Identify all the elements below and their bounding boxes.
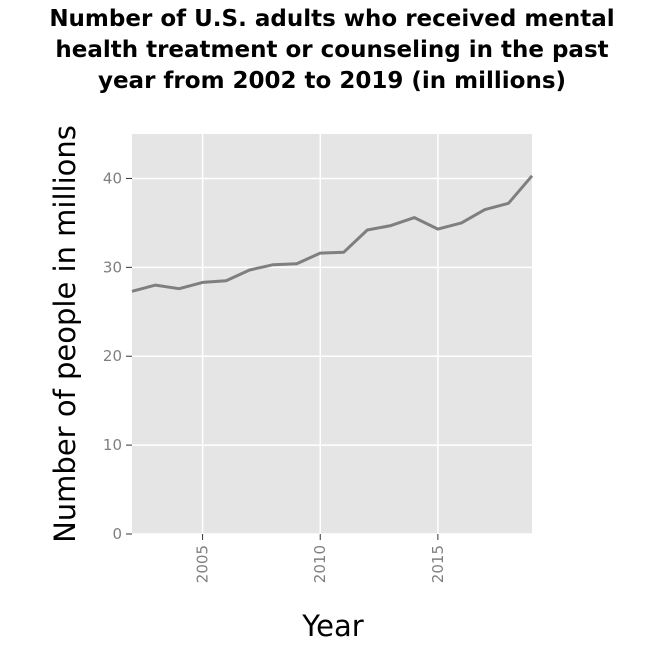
axes: 0 10 20 30 40 2005 2010 2015 [103,169,447,583]
y-tick-label-30: 30 [103,258,122,276]
y-tick-label-40: 40 [103,169,122,187]
chart-title: Number of U.S. adults who received menta… [0,4,664,97]
x-tick-label-2015: 2015 [429,545,447,583]
y-axis-title: Number of people in millions [48,125,82,543]
chart-title-line-3: year from 2002 to 2019 (in millions) [97,68,567,94]
grid-lines [132,134,532,535]
plot-panel [132,134,532,534]
y-tick-label-0: 0 [112,525,122,543]
chart-title-line-2: health treatment or counseling in the pa… [55,37,609,63]
series-line [131,174,534,293]
y-tick-label-20: 20 [103,347,122,365]
chart-title-line-1: Number of U.S. adults who received menta… [49,6,615,32]
x-tick-label-2010: 2010 [311,545,329,583]
x-axis-title: Year [301,609,363,643]
x-tick-label-2005: 2005 [194,545,212,583]
y-tick-label-10: 10 [103,436,122,454]
